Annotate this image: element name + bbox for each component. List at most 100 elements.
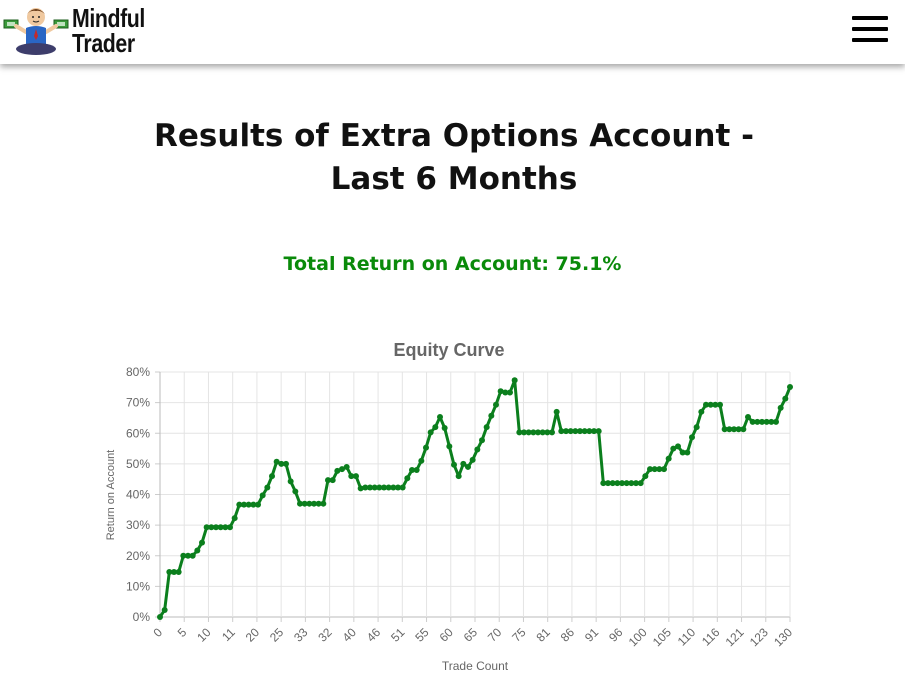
data-point xyxy=(255,501,261,508)
data-point xyxy=(180,552,187,559)
data-point xyxy=(581,428,588,435)
data-point xyxy=(474,446,481,453)
data-point xyxy=(577,428,583,435)
data-point xyxy=(395,484,401,491)
data-point xyxy=(479,437,485,444)
logo-line-1: Mindful xyxy=(72,3,145,33)
data-point xyxy=(353,473,359,480)
data-point xyxy=(628,480,635,487)
data-point xyxy=(703,401,709,408)
x-tick-label: 32 xyxy=(315,625,335,645)
data-point xyxy=(488,412,495,419)
y-tick-label: 0% xyxy=(133,610,151,624)
data-point xyxy=(712,401,719,408)
data-point xyxy=(483,424,490,431)
data-point xyxy=(521,429,527,436)
x-tick-label: 46 xyxy=(364,625,384,645)
data-point xyxy=(591,428,597,435)
data-point xyxy=(642,473,649,480)
mindful-trader-logo[interactable]: Mindful Trader xyxy=(2,2,162,60)
x-tick-label: 5 xyxy=(175,625,190,640)
data-point xyxy=(320,500,327,507)
data-point xyxy=(754,418,761,425)
x-axis-label: Trade Count xyxy=(442,659,509,673)
data-point xyxy=(217,524,224,531)
data-point xyxy=(455,473,462,480)
x-tick-label: 123 xyxy=(747,625,771,649)
data-point xyxy=(707,401,714,408)
data-point xyxy=(567,428,574,435)
data-point xyxy=(269,473,275,480)
hamburger-menu-icon[interactable] xyxy=(852,16,888,46)
data-point xyxy=(525,429,532,436)
data-point xyxy=(329,477,336,484)
data-point xyxy=(297,500,303,507)
chart-title: Equity Curve xyxy=(393,340,504,360)
data-point xyxy=(236,501,243,508)
y-tick-label: 20% xyxy=(126,549,150,563)
data-point xyxy=(203,524,210,531)
data-point xyxy=(166,568,173,575)
data-point xyxy=(605,480,611,487)
data-point xyxy=(717,401,723,408)
data-point xyxy=(586,428,593,435)
data-point xyxy=(334,467,341,474)
y-tick-label: 50% xyxy=(126,457,150,471)
data-point xyxy=(516,429,523,436)
data-point xyxy=(348,473,355,480)
data-point xyxy=(157,614,163,620)
data-point xyxy=(199,539,205,546)
data-point xyxy=(241,501,247,508)
data-point xyxy=(759,418,765,425)
data-point xyxy=(497,388,504,395)
data-point xyxy=(437,414,443,421)
data-point xyxy=(250,501,257,508)
y-tick-label: 30% xyxy=(126,518,150,532)
data-point xyxy=(609,480,616,487)
data-point xyxy=(689,434,695,441)
y-tick-label: 10% xyxy=(126,579,150,593)
data-point xyxy=(637,480,644,487)
data-point xyxy=(278,460,285,467)
data-point xyxy=(427,429,434,436)
x-tick-label: 121 xyxy=(723,625,747,649)
data-point xyxy=(698,408,705,415)
data-point xyxy=(553,408,560,415)
data-point xyxy=(325,477,331,484)
data-point xyxy=(362,484,369,491)
data-point xyxy=(740,426,747,433)
data-point xyxy=(777,404,784,411)
data-point xyxy=(665,455,672,462)
y-tick-label: 80% xyxy=(126,365,150,379)
data-point xyxy=(264,484,271,491)
data-point xyxy=(502,389,509,396)
y-tick-label: 70% xyxy=(126,396,150,410)
x-tick-label: 130 xyxy=(771,625,795,649)
data-point xyxy=(511,377,518,384)
data-point xyxy=(194,547,201,554)
menu-bar-middle xyxy=(852,27,888,31)
data-point xyxy=(595,428,602,435)
data-point xyxy=(385,484,392,491)
data-point xyxy=(749,418,756,425)
data-point xyxy=(721,426,728,433)
x-tick-label: 0 xyxy=(150,625,165,640)
meditating-trader-mascot-icon xyxy=(3,8,69,55)
data-point xyxy=(231,515,238,522)
x-tick-label: 100 xyxy=(626,625,650,649)
data-point xyxy=(460,460,467,467)
data-point xyxy=(731,426,737,433)
x-tick-label: 70 xyxy=(485,625,505,645)
data-point xyxy=(539,429,546,436)
x-tick-label: 20 xyxy=(243,625,263,645)
data-point xyxy=(726,426,733,433)
data-point xyxy=(390,484,397,491)
x-tick-label: 110 xyxy=(675,625,699,649)
data-point xyxy=(292,488,299,495)
data-point xyxy=(507,389,513,396)
menu-bar-bottom xyxy=(852,38,888,42)
data-point xyxy=(679,449,686,456)
data-point xyxy=(399,484,406,491)
data-point xyxy=(558,428,565,435)
